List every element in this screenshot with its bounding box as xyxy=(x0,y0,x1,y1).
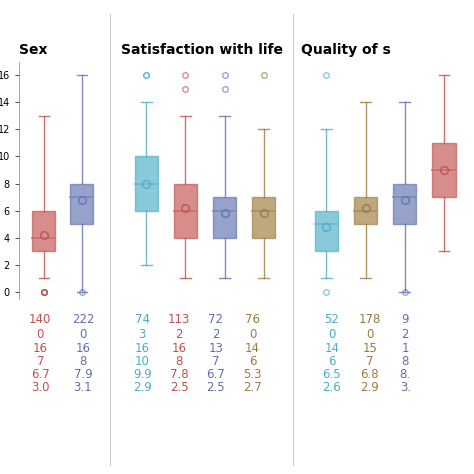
Text: 6.7: 6.7 xyxy=(206,368,225,381)
Text: 9: 9 xyxy=(401,313,409,327)
Text: 16: 16 xyxy=(172,342,187,355)
Bar xyxy=(71,183,93,224)
Text: 2.7: 2.7 xyxy=(243,381,262,394)
Text: 10: 10 xyxy=(135,355,150,368)
Text: 2.9: 2.9 xyxy=(133,381,152,394)
Text: 15: 15 xyxy=(362,342,377,355)
Text: 3.1: 3.1 xyxy=(73,381,92,394)
Bar xyxy=(135,156,158,210)
Text: 76: 76 xyxy=(245,313,260,327)
Text: 7.9: 7.9 xyxy=(73,368,92,381)
Text: 2: 2 xyxy=(401,328,409,341)
Bar xyxy=(173,183,197,237)
Bar xyxy=(315,210,338,251)
Text: 6.5: 6.5 xyxy=(322,368,341,381)
Text: 9.9: 9.9 xyxy=(133,368,152,381)
Text: 0: 0 xyxy=(36,328,44,341)
Text: Sex: Sex xyxy=(19,43,47,57)
Text: 6: 6 xyxy=(249,355,256,368)
Bar xyxy=(393,183,417,224)
Text: 1: 1 xyxy=(401,342,409,355)
Text: 16: 16 xyxy=(135,342,150,355)
Text: 6: 6 xyxy=(328,355,336,368)
Text: 16: 16 xyxy=(33,342,48,355)
Text: 7: 7 xyxy=(212,355,219,368)
Text: 0: 0 xyxy=(366,328,374,341)
Text: 6.7: 6.7 xyxy=(31,368,50,381)
Text: 2.9: 2.9 xyxy=(360,381,379,394)
Text: 6.8: 6.8 xyxy=(360,368,379,381)
Text: 3.0: 3.0 xyxy=(31,381,50,394)
Text: 2: 2 xyxy=(175,328,183,341)
Text: 13: 13 xyxy=(208,342,223,355)
Text: 16: 16 xyxy=(75,342,91,355)
Text: 14: 14 xyxy=(245,342,260,355)
Text: 0: 0 xyxy=(328,328,336,341)
Text: 8: 8 xyxy=(79,355,87,368)
Bar xyxy=(213,197,237,237)
Bar xyxy=(252,197,275,237)
Text: 72: 72 xyxy=(208,313,223,327)
Text: 5.3: 5.3 xyxy=(243,368,262,381)
Text: 178: 178 xyxy=(358,313,381,327)
Text: 8: 8 xyxy=(401,355,409,368)
Text: 2.5: 2.5 xyxy=(206,381,225,394)
Text: 7: 7 xyxy=(36,355,44,368)
Text: 0: 0 xyxy=(249,328,256,341)
Text: 14: 14 xyxy=(324,342,339,355)
Text: 2: 2 xyxy=(212,328,219,341)
Bar xyxy=(32,210,55,251)
Text: 3.: 3. xyxy=(400,381,411,394)
Text: Satisfaction with life: Satisfaction with life xyxy=(121,43,283,57)
Text: 7.8: 7.8 xyxy=(170,368,189,381)
Text: Quality of s: Quality of s xyxy=(301,43,391,57)
Bar xyxy=(354,197,377,224)
Text: 2.5: 2.5 xyxy=(170,381,189,394)
Text: 3: 3 xyxy=(138,328,146,341)
Text: 8: 8 xyxy=(175,355,183,368)
Text: 7: 7 xyxy=(366,355,374,368)
Text: 52: 52 xyxy=(324,313,339,327)
Text: 0: 0 xyxy=(79,328,87,341)
Text: 140: 140 xyxy=(29,313,52,327)
Text: 113: 113 xyxy=(168,313,191,327)
Text: 222: 222 xyxy=(72,313,94,327)
Text: 8.: 8. xyxy=(400,368,411,381)
Text: 74: 74 xyxy=(135,313,150,327)
Bar xyxy=(432,143,456,197)
Text: 2.6: 2.6 xyxy=(322,381,341,394)
